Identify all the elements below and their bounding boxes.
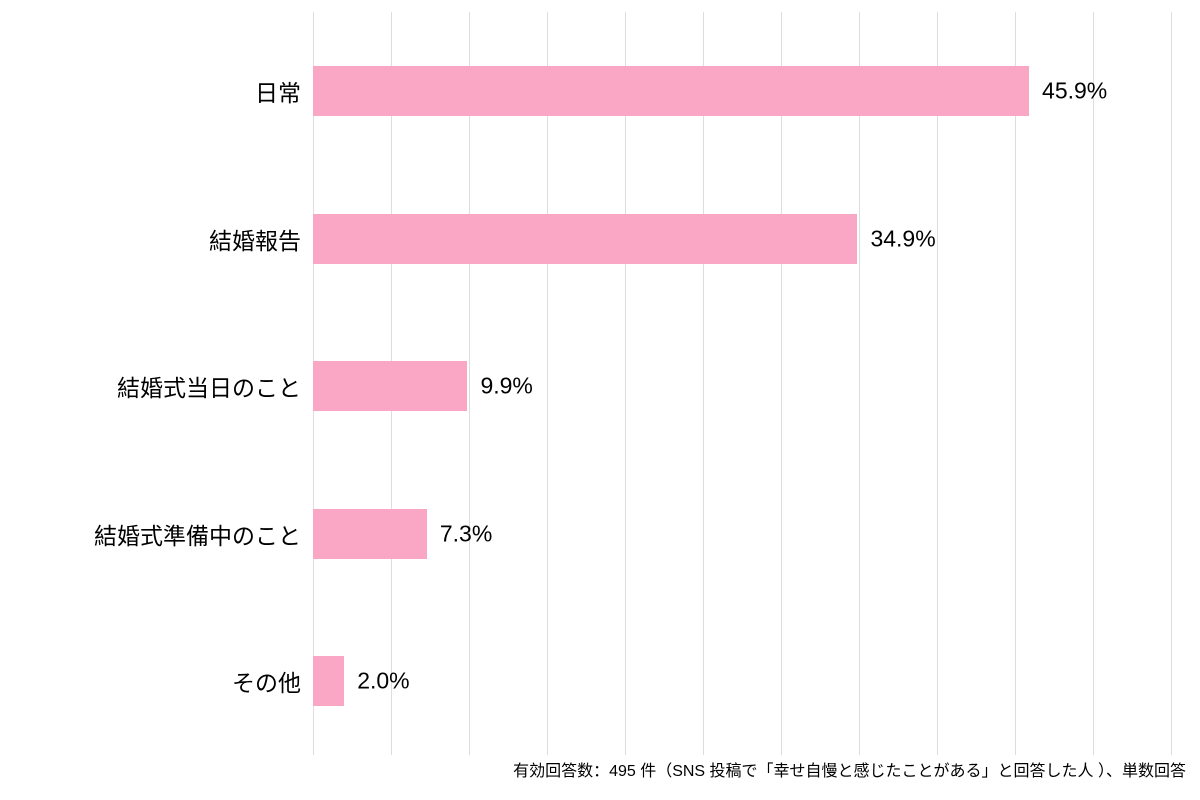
bar: [313, 213, 858, 264]
gridline: [937, 12, 938, 755]
bar: [313, 656, 345, 706]
gridline: [781, 12, 782, 755]
gridline: [625, 12, 626, 755]
value-label: 9.9%: [480, 372, 533, 399]
footnote: 有効回答数：495 件（SNS 投稿で「幸せ自慢と感じたことがある」と回答した人…: [513, 763, 1186, 780]
bar-row: 結婚式当日のこと 9.9%: [117, 361, 1171, 411]
gridline: [703, 12, 704, 755]
bar-row: 日常 45.9%: [255, 66, 1171, 116]
gridline: [547, 12, 548, 755]
category-label: 日常: [255, 80, 301, 106]
value-label: 2.0%: [357, 667, 410, 694]
category-label: 結婚報告: [209, 227, 301, 254]
gridline: [469, 12, 470, 755]
bar-row: 結婚式準備中のこと 7.3%: [94, 508, 1171, 559]
value-label: 7.3%: [439, 520, 493, 546]
value-label: 45.9%: [1042, 77, 1108, 104]
category-label: その他: [232, 670, 301, 696]
plot-area: 日常 45.9% 結婚報告 34.9% 結婚式当日のこと 9.9% 結婚式準備中のこと 7.3…: [94, 12, 1172, 755]
gridline: [859, 12, 860, 755]
category-label: 結婚式準備中のこと: [94, 522, 301, 549]
bar-row: その他 2.0%: [232, 656, 1171, 706]
bar: [313, 361, 468, 411]
gridline: [1015, 12, 1016, 755]
value-label: 34.9%: [870, 225, 936, 251]
bar: [313, 508, 427, 559]
category-label: 結婚式当日のこと: [117, 375, 301, 401]
bar: [313, 66, 1030, 116]
bar-row: 結婚報告 34.9%: [209, 213, 1171, 264]
gridline: [1171, 12, 1172, 755]
gridline: [1093, 12, 1094, 755]
